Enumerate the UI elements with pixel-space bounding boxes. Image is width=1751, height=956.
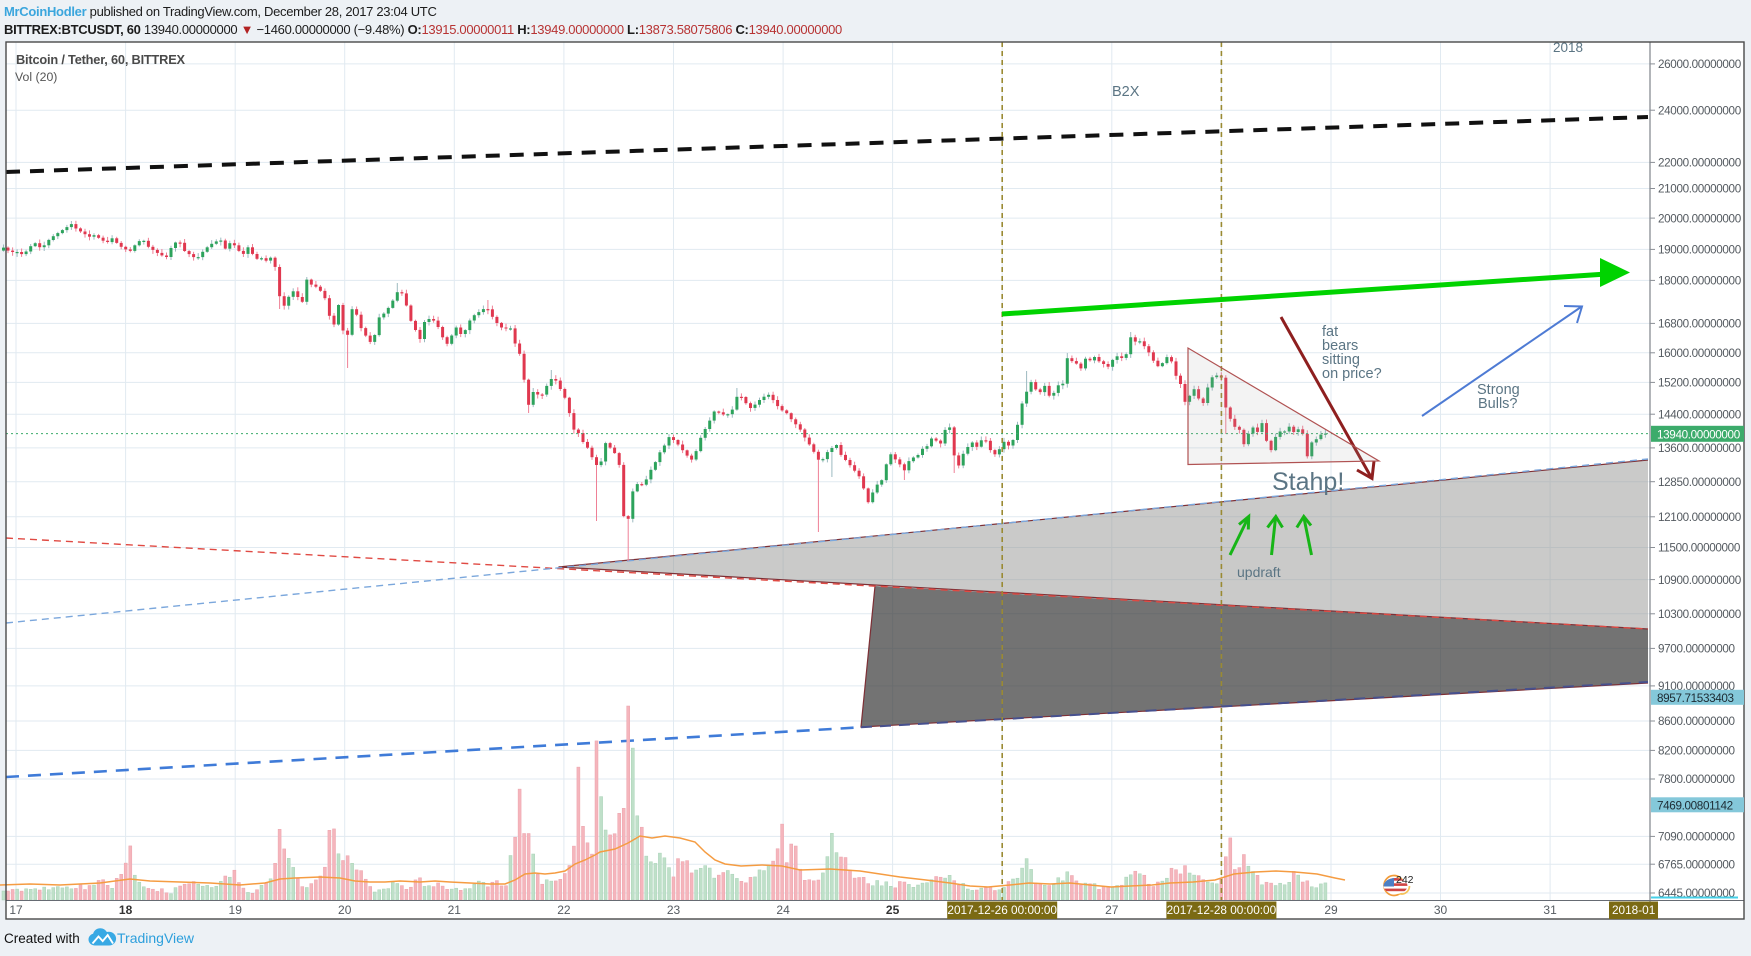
svg-text:26000.00000000: 26000.00000000 — [1658, 58, 1742, 71]
svg-text:18: 18 — [119, 903, 133, 917]
svg-text:sitting: sitting — [1322, 352, 1360, 368]
svg-text:MrCoinHodler published on Trad: MrCoinHodler published on TradingView.co… — [4, 4, 437, 19]
svg-text:bears: bears — [1322, 338, 1358, 354]
svg-text:12850.00000000: 12850.00000000 — [1658, 476, 1742, 489]
svg-text:22: 22 — [557, 903, 571, 917]
svg-text:16000.00000000: 16000.00000000 — [1658, 347, 1742, 360]
svg-text:BITTREX:BTCUSDT, 60 13940.0000: BITTREX:BTCUSDT, 60 13940.00000000 ▼ −14… — [4, 22, 842, 37]
svg-text:21000.00000000: 21000.00000000 — [1658, 183, 1742, 196]
svg-text:19000.00000000: 19000.00000000 — [1658, 244, 1742, 257]
svg-text:Stahp!: Stahp! — [1272, 468, 1344, 496]
svg-text:15200.00000000: 15200.00000000 — [1658, 377, 1742, 390]
svg-text:on price?: on price? — [1322, 366, 1382, 382]
svg-text:13940.00000000: 13940.00000000 — [1657, 428, 1741, 441]
svg-text:11500.00000000: 11500.00000000 — [1658, 542, 1741, 555]
svg-text:10300.00000000: 10300.00000000 — [1658, 608, 1742, 621]
svg-text:24: 24 — [776, 903, 790, 917]
svg-text:Vol (20): Vol (20) — [15, 70, 57, 84]
svg-text:B2X: B2X — [1112, 84, 1140, 100]
svg-text:20000.00000000: 20000.00000000 — [1658, 212, 1742, 225]
svg-text:Bulls?: Bulls? — [1478, 396, 1518, 412]
svg-text:2018-01: 2018-01 — [1612, 903, 1655, 917]
svg-text:22000.00000000: 22000.00000000 — [1658, 157, 1742, 170]
svg-text:9700.00000000: 9700.00000000 — [1658, 643, 1736, 656]
svg-text:16800.00000000: 16800.00000000 — [1658, 318, 1742, 331]
svg-text:23: 23 — [667, 903, 681, 917]
svg-text:17: 17 — [9, 903, 23, 917]
svg-text:21: 21 — [448, 903, 462, 917]
svg-text:8600.00000000: 8600.00000000 — [1658, 715, 1736, 728]
svg-text:29: 29 — [1324, 903, 1338, 917]
svg-text:25: 25 — [886, 903, 900, 917]
svg-text:19: 19 — [229, 903, 243, 917]
svg-text:12100.00000000: 12100.00000000 — [1658, 511, 1742, 524]
svg-text:TradingView: TradingView — [117, 930, 195, 946]
svg-text:Created with: Created with — [4, 931, 80, 946]
svg-text:24000.00000000: 24000.00000000 — [1658, 104, 1742, 117]
svg-text:27: 27 — [1105, 903, 1119, 917]
svg-text:7090.00000000: 7090.00000000 — [1658, 831, 1736, 844]
svg-text:13600.00000000: 13600.00000000 — [1658, 442, 1742, 455]
svg-text:31: 31 — [1543, 903, 1557, 917]
svg-text:Strong: Strong — [1477, 382, 1520, 398]
svg-text:14400.00000000: 14400.00000000 — [1658, 408, 1742, 421]
svg-text:8957.71533403: 8957.71533403 — [1657, 692, 1734, 705]
svg-text:18000.00000000: 18000.00000000 — [1658, 275, 1742, 288]
svg-text:fat: fat — [1322, 324, 1338, 340]
svg-text:6765.00000000: 6765.00000000 — [1658, 858, 1736, 871]
svg-text:20: 20 — [338, 903, 352, 917]
svg-text:2018: 2018 — [1553, 40, 1583, 55]
svg-text:242: 242 — [1396, 874, 1414, 886]
svg-text:10900.00000000: 10900.00000000 — [1658, 574, 1742, 587]
svg-text:7800.00000000: 7800.00000000 — [1658, 773, 1736, 786]
svg-text:8200.00000000: 8200.00000000 — [1658, 745, 1736, 758]
svg-text:7469.00801142: 7469.00801142 — [1657, 799, 1733, 812]
svg-text:30: 30 — [1434, 903, 1448, 917]
svg-text:2017-12-26 00:00:00: 2017-12-26 00:00:00 — [947, 903, 1057, 917]
svg-text:updraft: updraft — [1237, 564, 1281, 580]
svg-text:2017-12-28 00:00:00: 2017-12-28 00:00:00 — [1167, 903, 1277, 917]
svg-text:Bitcoin / Tether, 60, BITTREX: Bitcoin / Tether, 60, BITTREX — [16, 52, 186, 67]
